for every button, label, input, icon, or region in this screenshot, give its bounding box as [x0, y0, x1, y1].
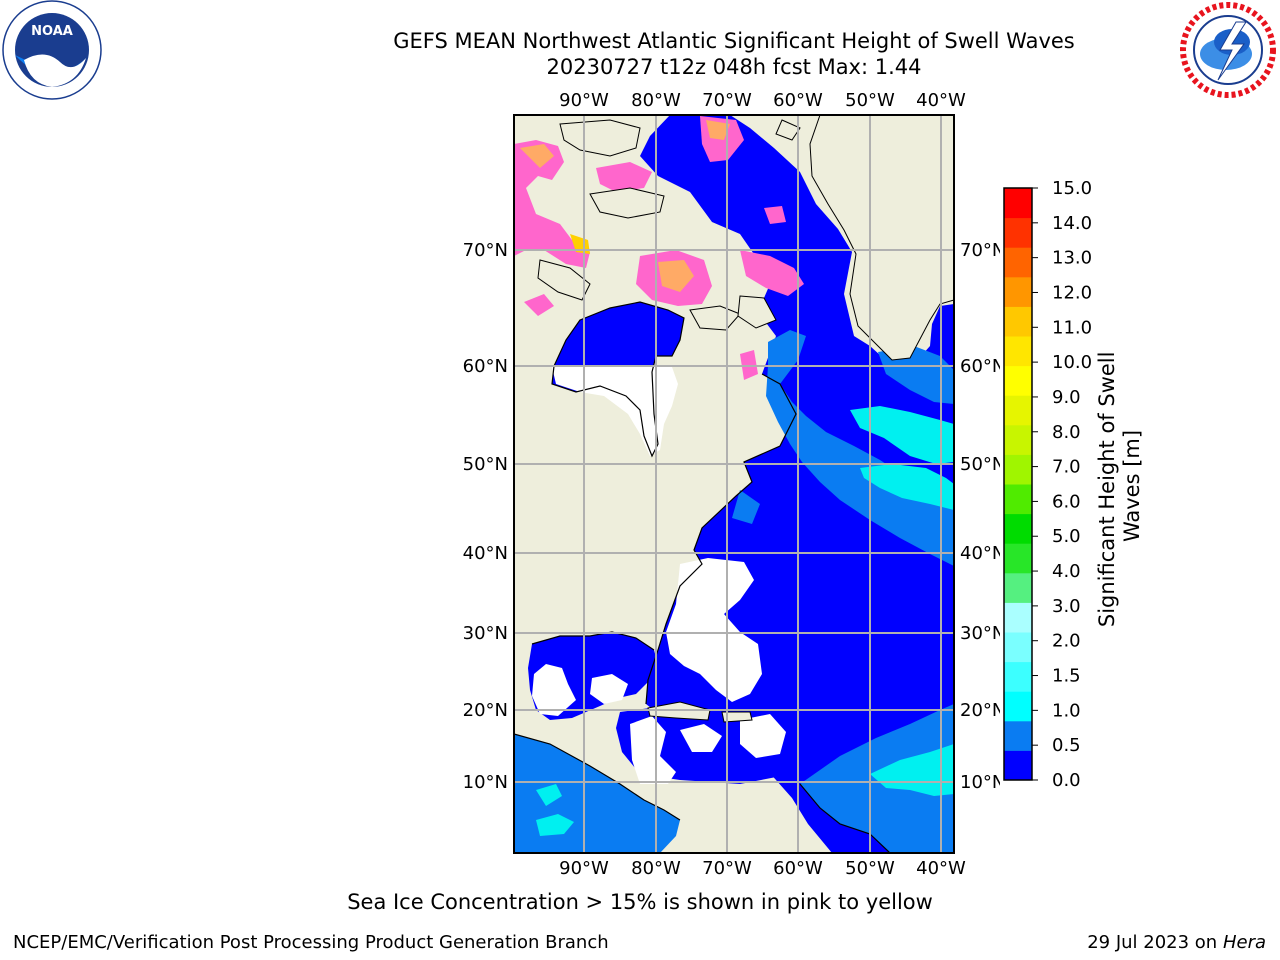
lat-label-right: 50°N: [960, 454, 1000, 475]
colorbar-swatch: [1004, 306, 1032, 337]
colorbar-tick-label: 3.0: [1052, 596, 1081, 617]
lat-label-right: 30°N: [960, 623, 1000, 644]
sea-ice-area: [514, 116, 804, 380]
colorbar-swatch: [1004, 336, 1032, 367]
colorbar-swatch: [1004, 217, 1032, 248]
colorbar-swatch: [1004, 543, 1032, 574]
colorbar-tick-label: 12.0: [1052, 282, 1092, 303]
nws-logo: [1179, 1, 1277, 99]
lon-label-top: 40°W: [916, 90, 966, 111]
lat-label-left: 20°N: [463, 700, 508, 721]
lon-label-bottom: 70°W: [702, 858, 752, 879]
colorbar-swatch: [1004, 365, 1032, 396]
lon-label-bottom: 80°W: [631, 858, 681, 879]
colorbar-swatch: [1004, 572, 1032, 603]
lat-label-left: 40°N: [463, 543, 508, 564]
lat-label-right: 70°N: [960, 240, 1000, 261]
lon-label-top: 50°W: [845, 90, 895, 111]
colorbar-swatch: [1004, 247, 1032, 278]
colorbar-tick-label: 8.0: [1052, 422, 1081, 443]
colorbar-tick-label: 5.0: [1052, 526, 1081, 547]
lon-label-top: 70°W: [702, 90, 752, 111]
lat-label-left: 60°N: [463, 356, 508, 377]
colorbar-tick-label: 6.0: [1052, 491, 1081, 512]
colorbar-swatch: [1004, 484, 1032, 515]
colorbar-swatch: [1004, 276, 1032, 307]
noaa-logo: NOAA: [2, 0, 102, 100]
colorbar: 0.0 0.5 1.0 1.5 2.0 3.0 4.0 5.0 6.0 7.0 8.0 9.0 10.0…: [1003, 178, 1144, 791]
footer-machine: Hera: [1222, 932, 1266, 953]
colorbar-tick-label: 1.0: [1052, 700, 1081, 721]
colorbar-tick-label: 15.0: [1052, 178, 1092, 199]
map-frame: [513, 114, 955, 854]
lon-label-bottom: 90°W: [559, 858, 609, 879]
colorbar-swatch: [1004, 424, 1032, 455]
colorbar-swatch: [1004, 188, 1032, 219]
lat-label-left: 70°N: [463, 240, 508, 261]
lat-label-right: 60°N: [960, 356, 1000, 377]
colorbar-swatch: [1004, 632, 1032, 663]
lon-label-bottom: 40°W: [916, 858, 966, 879]
colorbar-swatch: [1004, 691, 1032, 722]
colorbar-tick-label: 11.0: [1052, 317, 1092, 338]
colorbar-tick-label: 10.0: [1052, 352, 1092, 373]
colorbar-label: Significant Height of Swell Waves [m]: [1095, 345, 1144, 627]
colorbar-swatch: [1004, 750, 1032, 781]
lat-label-left: 30°N: [463, 623, 508, 644]
colorbar-tick-label: 0.5: [1052, 735, 1081, 756]
footer-date: 29 Jul 2023 on Hera: [1087, 932, 1266, 953]
lon-label-top: 60°W: [773, 90, 823, 111]
colorbar-tick-label: 14.0: [1052, 213, 1092, 234]
lat-label-right: 20°N: [960, 700, 1000, 721]
lat-label-right: 40°N: [960, 543, 1000, 564]
colorbar-swatch: [1004, 661, 1032, 692]
map-title: GEFS MEAN Northwest Atlantic Significant…: [393, 29, 1075, 53]
map-gridlines: [514, 115, 954, 853]
colorbar-swatch: [1004, 454, 1032, 485]
map-subtitle: 20230727 t12z 048h fcst Max: 1.44: [546, 55, 922, 79]
colorbar-tick-label: 13.0: [1052, 248, 1092, 269]
colorbar-tick-label: 1.5: [1052, 666, 1081, 687]
noaa-logo-text: NOAA: [31, 24, 73, 39]
colorbar-swatch: [1004, 395, 1032, 426]
footer-date-text: 29 Jul 2023 on: [1087, 932, 1223, 953]
lat-label-left: 50°N: [463, 454, 508, 475]
colorbar-swatch: [1004, 720, 1032, 751]
footer-credit: NCEP/EMC/Verification Post Processing Pr…: [13, 932, 609, 953]
lon-label-top: 80°W: [631, 90, 681, 111]
colorbar-tick-label: 9.0: [1052, 387, 1081, 408]
colorbar-swatch: [1004, 602, 1032, 633]
lat-label-left: 10°N: [463, 772, 508, 793]
lon-label-bottom: 60°W: [773, 858, 823, 879]
wave-height-map: 90°W 80°W 70°W 60°W 50°W 40°W 90°W 80°W …: [463, 90, 1000, 879]
colorbar-swatches: [1003, 187, 1033, 781]
colorbar-tick-label: 7.0: [1052, 457, 1081, 478]
lat-label-right: 10°N: [960, 772, 1000, 793]
lon-label-top: 90°W: [559, 90, 609, 111]
lon-label-bottom: 50°W: [845, 858, 895, 879]
colorbar-tick-label: 4.0: [1052, 561, 1081, 582]
sea-ice-caption: Sea Ice Concentration > 15% is shown in …: [347, 890, 933, 914]
colorbar-tick-label: 2.0: [1052, 631, 1081, 652]
colorbar-swatch: [1004, 513, 1032, 544]
colorbar-tick-label: 0.0: [1052, 770, 1081, 791]
